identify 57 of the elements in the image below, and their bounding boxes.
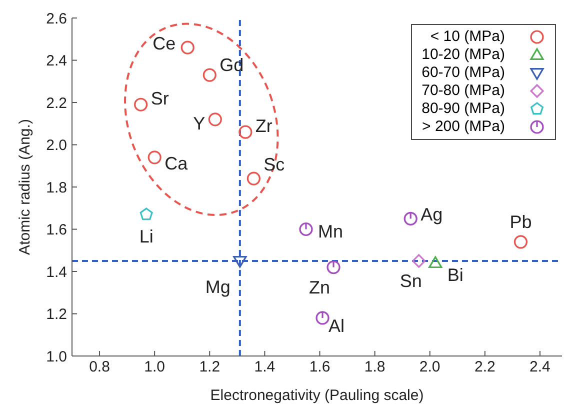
annotation: Ag [420,204,443,225]
legend-label: < 10 (MPa) [430,28,505,46]
x-tick-label: 1.0 [144,358,166,376]
legend-label: 10-20 (MPa) [422,46,505,64]
y-tick-label: 2.2 [46,94,67,112]
annotation: Bi [447,265,464,286]
point [316,311,330,325]
x-axis-title: Electronegativity (Pauling scale) [210,387,424,404]
annotation: Sn [400,270,422,291]
y-tick-label: 2.6 [46,10,67,28]
legend-label: 80-90 (MPa) [422,100,505,118]
point [134,98,148,112]
x-tick-label: 1.4 [254,358,276,376]
annotation: Zr [255,116,272,136]
y-tick-label: 1.8 [46,179,67,196]
legend-label: 60-70 (MPa) [422,64,505,82]
point [514,235,528,249]
y-tick-label: 2.4 [46,52,67,70]
annotation: Ce [152,34,176,54]
annotation: Y [193,113,206,134]
annotation: Mn [318,221,344,242]
point [326,260,340,274]
annotation: Gd [220,55,244,76]
point [246,172,260,186]
point [208,112,222,126]
annotation: Pb [510,212,532,232]
x-tick-label: 0.8 [89,358,110,376]
point [412,254,426,268]
legend-label: > 200 (MPa) [422,118,505,136]
x-tick-label: 1.8 [364,358,386,376]
point [428,256,442,268]
y-tick-label: 2.0 [46,137,67,154]
y-axis-title: Atomic radius (Ang.) [16,119,34,255]
point [299,222,313,236]
x-tick-label: 1.2 [199,358,220,376]
annotation: Sr [150,88,169,109]
annotation: Ca [164,153,189,174]
annotation: Sc [264,154,285,175]
x-tick-label: 1.6 [309,358,330,376]
x-tick-label: 2.4 [530,358,550,376]
point [180,40,194,54]
point [233,256,247,268]
annotation: Al [328,316,345,336]
annotation: Zn [309,277,330,298]
point [404,212,418,226]
point [148,150,162,164]
y-tick-label: 1.6 [46,222,67,239]
point [140,208,153,220]
x-tick-label: 2.0 [419,358,440,376]
x-tick-label: 2.2 [474,358,496,376]
y-tick-label: 1.2 [46,306,67,324]
point [202,68,216,82]
annotation: Li [139,226,154,246]
legend-label: 70-80 (MPa) [422,82,505,100]
y-tick-label: 1.4 [46,264,67,281]
annotation: Mg [205,276,230,297]
point [238,125,252,139]
